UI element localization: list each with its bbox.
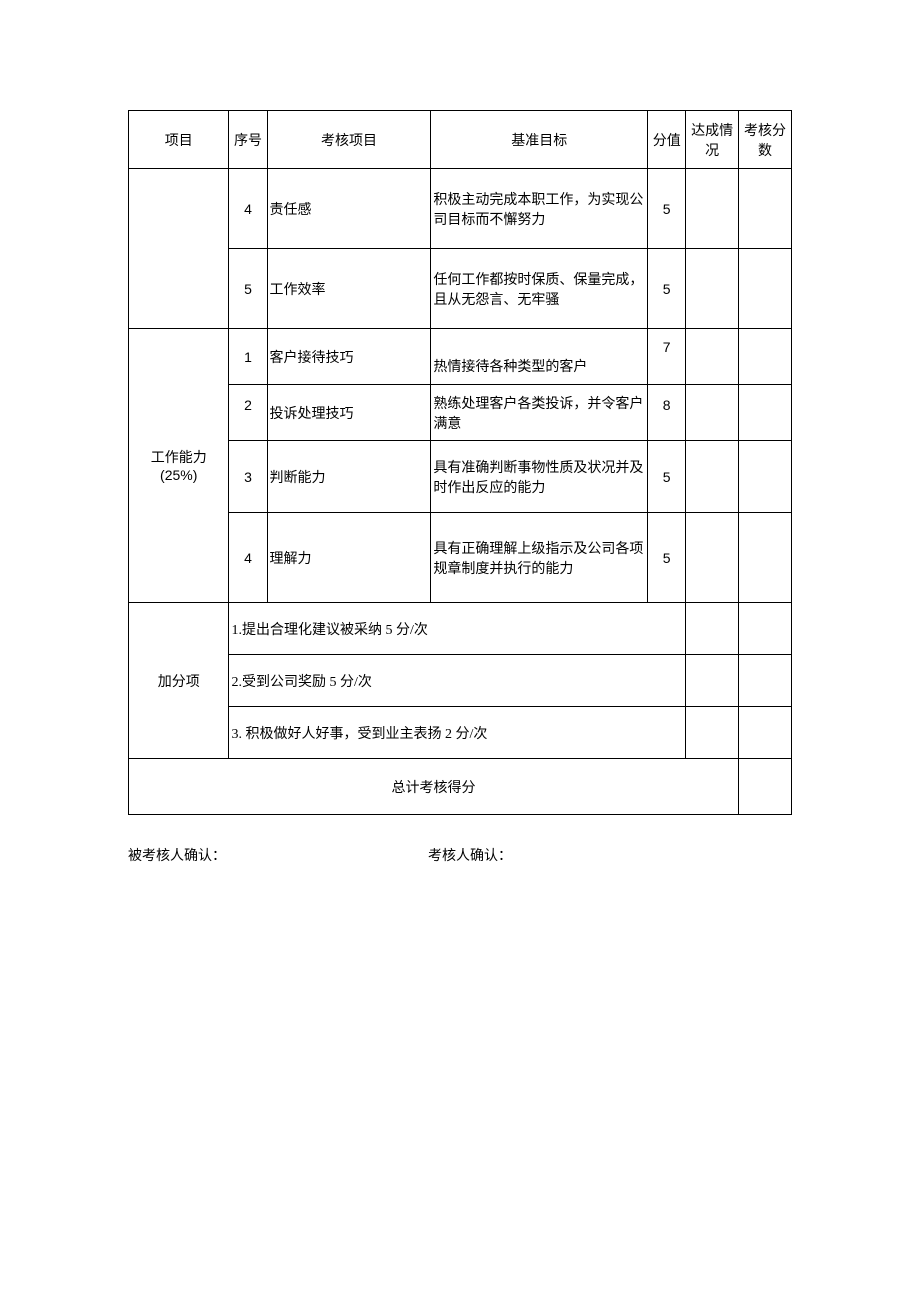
header-score: 分值 bbox=[648, 111, 686, 169]
item-cell: 工作效率 bbox=[267, 249, 431, 329]
result-cell bbox=[739, 603, 792, 655]
bonus-section-label: 加分项 bbox=[129, 603, 229, 759]
goal-cell: 具有准确判断事物性质及状况并及时作出反应的能力 bbox=[431, 441, 648, 513]
goal-cell: 积极主动完成本职工作，为实现公司目标而不懈努力 bbox=[431, 169, 648, 249]
header-row: 项目 序号 考核项目 基准目标 分值 达成情况 考核分数 bbox=[129, 111, 792, 169]
score-cell: 5 bbox=[648, 441, 686, 513]
status-cell bbox=[686, 385, 739, 441]
score-cell: 5 bbox=[648, 169, 686, 249]
header-result: 考核分数 bbox=[739, 111, 792, 169]
ability-label-line2: (25%) bbox=[160, 467, 197, 483]
goal-cell: 熟练处理客户各类投诉，并令客户满意 bbox=[431, 385, 648, 441]
status-cell bbox=[686, 249, 739, 329]
footer: 被考核人确认： 考核人确认： bbox=[128, 845, 792, 865]
assessment-table: 项目 序号 考核项目 基准目标 分值 达成情况 考核分数 4 责任感 积极主动完… bbox=[128, 110, 792, 815]
status-cell bbox=[686, 513, 739, 603]
header-status: 达成情况 bbox=[686, 111, 739, 169]
bonus-item: 1.提出合理化建议被采纳 5 分/次 bbox=[229, 603, 686, 655]
result-cell bbox=[739, 513, 792, 603]
score-cell: 7 bbox=[648, 329, 686, 385]
header-item: 考核项目 bbox=[267, 111, 431, 169]
ability-label-line1: 工作能力 bbox=[151, 451, 207, 466]
seq-cell: 4 bbox=[229, 513, 267, 603]
goal-cell: 热情接待各种类型的客户 bbox=[431, 329, 648, 385]
header-goal: 基准目标 bbox=[431, 111, 648, 169]
total-result bbox=[739, 759, 792, 815]
status-cell bbox=[686, 169, 739, 249]
status-cell bbox=[686, 329, 739, 385]
result-cell bbox=[739, 249, 792, 329]
result-cell bbox=[739, 385, 792, 441]
footer-assessor: 考核人确认： bbox=[428, 845, 512, 865]
result-cell bbox=[739, 169, 792, 249]
ability-section-label: 工作能力 (25%) bbox=[129, 329, 229, 603]
bonus-item: 3. 积极做好人好事，受到业主表扬 2 分/次 bbox=[229, 707, 686, 759]
header-seq: 序号 bbox=[229, 111, 267, 169]
result-cell bbox=[739, 441, 792, 513]
attitude-section-label bbox=[129, 169, 229, 329]
footer-assessee: 被考核人确认： bbox=[128, 845, 428, 865]
item-cell: 责任感 bbox=[267, 169, 431, 249]
seq-cell: 3 bbox=[229, 441, 267, 513]
result-cell bbox=[739, 329, 792, 385]
seq-cell: 2 bbox=[229, 385, 267, 441]
item-cell: 理解力 bbox=[267, 513, 431, 603]
goal-cell: 任何工作都按时保质、保量完成，且从无怨言、无牢骚 bbox=[431, 249, 648, 329]
status-cell bbox=[686, 707, 739, 759]
table-row: 4 责任感 积极主动完成本职工作，为实现公司目标而不懈努力 5 bbox=[129, 169, 792, 249]
item-cell: 判断能力 bbox=[267, 441, 431, 513]
seq-cell: 1 bbox=[229, 329, 267, 385]
total-label: 总计考核得分 bbox=[129, 759, 739, 815]
item-cell: 投诉处理技巧 bbox=[267, 385, 431, 441]
table-row: 工作能力 (25%) 1 客户接待技巧 热情接待各种类型的客户 7 bbox=[129, 329, 792, 385]
score-cell: 5 bbox=[648, 513, 686, 603]
status-cell bbox=[686, 603, 739, 655]
table-row: 加分项 1.提出合理化建议被采纳 5 分/次 bbox=[129, 603, 792, 655]
result-cell bbox=[739, 655, 792, 707]
bonus-item: 2.受到公司奖励 5 分/次 bbox=[229, 655, 686, 707]
status-cell bbox=[686, 655, 739, 707]
header-project: 项目 bbox=[129, 111, 229, 169]
seq-cell: 4 bbox=[229, 169, 267, 249]
status-cell bbox=[686, 441, 739, 513]
result-cell bbox=[739, 707, 792, 759]
total-row: 总计考核得分 bbox=[129, 759, 792, 815]
seq-cell: 5 bbox=[229, 249, 267, 329]
score-cell: 8 bbox=[648, 385, 686, 441]
item-cell: 客户接待技巧 bbox=[267, 329, 431, 385]
score-cell: 5 bbox=[648, 249, 686, 329]
goal-cell: 具有正确理解上级指示及公司各项规章制度并执行的能力 bbox=[431, 513, 648, 603]
